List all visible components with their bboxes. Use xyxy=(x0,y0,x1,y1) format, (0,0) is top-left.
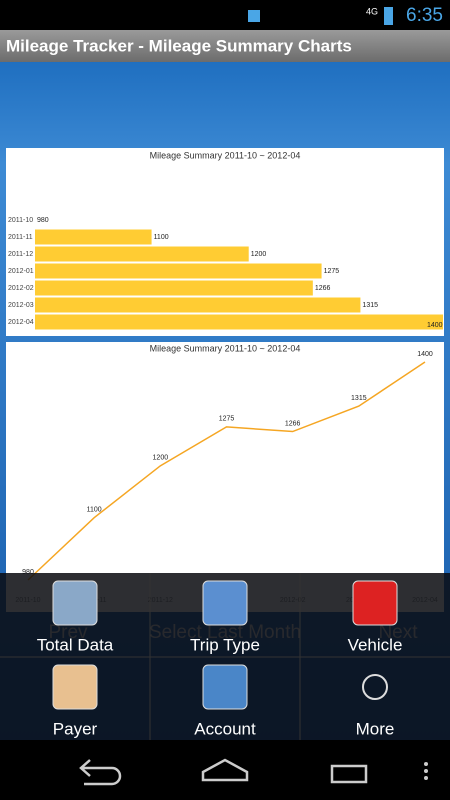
menu-label[interactable]: Vehicle xyxy=(348,635,403,654)
bar xyxy=(35,229,152,245)
menu-icon xyxy=(202,664,248,710)
nav-bar xyxy=(0,740,450,800)
value-label: 1100 xyxy=(154,234,169,241)
app-title: Mileage Tracker - Mileage Summary Charts xyxy=(6,36,352,55)
value-label: 1275 xyxy=(219,416,235,423)
value-label: 1100 xyxy=(87,507,102,514)
value-label: 1315 xyxy=(351,395,367,402)
battery-icon xyxy=(384,7,393,25)
line xyxy=(27,361,426,581)
y-tick-label: 2012-03 xyxy=(8,302,34,309)
menu-label[interactable]: Payer xyxy=(53,719,98,738)
chart-title: Mileage Summary 2011-10 ~ 2012-04 xyxy=(150,150,301,160)
clock: 6:35 xyxy=(406,5,443,26)
value-label: 1400 xyxy=(427,322,443,329)
menu-label[interactable]: Account xyxy=(194,719,256,738)
value-label: 980 xyxy=(22,569,34,576)
recent-button[interactable] xyxy=(330,764,368,784)
y-tick-label: 2011-10 xyxy=(8,217,33,224)
menu-label[interactable]: More xyxy=(356,719,395,738)
bar xyxy=(35,314,443,330)
value-label: 1200 xyxy=(153,455,169,462)
value-label: 1275 xyxy=(324,268,340,275)
status-bar xyxy=(0,0,450,30)
y-tick-label: 2012-01 xyxy=(8,268,34,275)
value-label: 1266 xyxy=(315,285,331,292)
y-tick-label: 2012-02 xyxy=(8,285,34,292)
menu-label[interactable]: Total Data xyxy=(37,635,114,654)
bar xyxy=(35,297,361,313)
value-label: 1266 xyxy=(285,420,301,427)
bar xyxy=(35,263,322,279)
overflow-button[interactable] xyxy=(424,762,428,780)
chart-card xyxy=(6,342,444,612)
y-tick-label: 2011-11 xyxy=(8,234,33,241)
chart-title: Mileage Summary 2011-10 ~ 2012-04 xyxy=(150,343,301,353)
value-label: 1315 xyxy=(362,302,378,309)
menu-icon xyxy=(202,580,248,626)
y-tick-label: 2012-04 xyxy=(8,319,34,326)
back-button[interactable] xyxy=(79,759,122,786)
value-label: 980 xyxy=(37,217,49,224)
signal-icon xyxy=(248,10,260,22)
value-label: 1400 xyxy=(417,351,433,358)
home-button[interactable] xyxy=(201,758,249,782)
menu-icon xyxy=(352,580,398,626)
bar xyxy=(35,246,249,262)
network-label: 4G xyxy=(366,6,378,16)
menu-icon xyxy=(52,664,98,710)
value-label: 1200 xyxy=(251,251,267,258)
bar xyxy=(35,280,313,296)
y-tick-label: 2011-12 xyxy=(8,251,33,258)
menu-label[interactable]: Trip Type xyxy=(190,635,260,654)
title-bar xyxy=(0,30,450,62)
menu-icon xyxy=(52,580,98,626)
menu-icon xyxy=(362,674,388,700)
